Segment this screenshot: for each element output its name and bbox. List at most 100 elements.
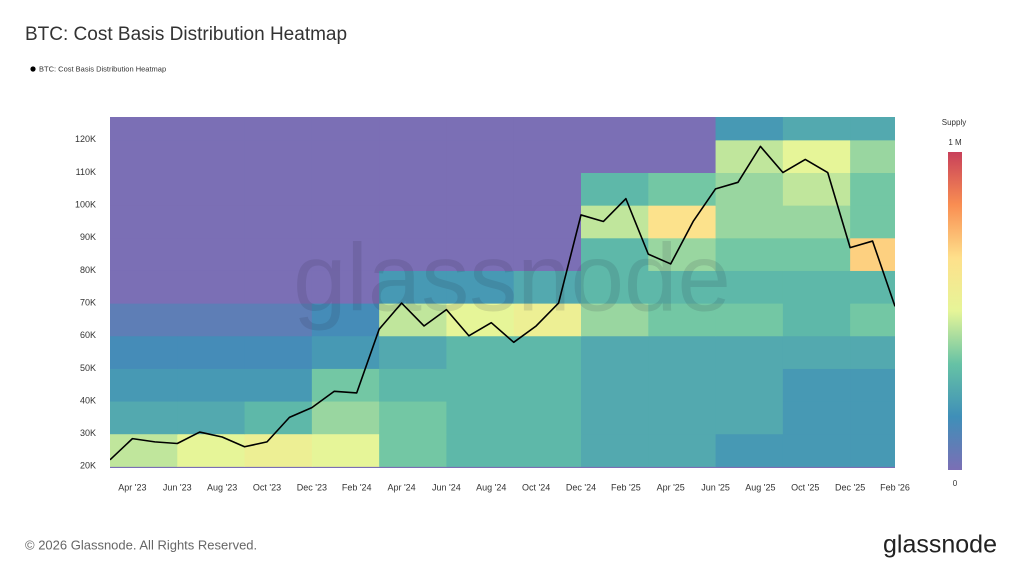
heat-cell [850,433,895,467]
legend-label: BTC: Cost Basis Distribution Heatmap [39,64,166,73]
heat-cell [110,368,178,402]
heat-cell [715,139,784,174]
heat-cell [715,401,784,435]
heat-cell [311,205,380,239]
heat-cell [177,368,246,402]
heat-cell [177,335,246,369]
heat-cell [513,139,582,174]
heat-cell [715,368,784,402]
heat-cell [782,117,851,141]
heat-cell [648,205,717,239]
colorbar [948,152,962,470]
y-tick-label: 40K [80,395,96,405]
heat-cell [715,303,784,337]
heat-cell [446,205,515,239]
heat-cell [110,237,178,271]
heat-cell [446,117,515,141]
heat-cell [715,172,784,206]
heat-cell [648,139,717,174]
watermark: glassnode [293,224,731,331]
heat-cell [177,303,246,337]
y-tick-label: 110K [76,167,96,177]
x-tick-label: Oct '25 [791,482,819,492]
y-tick-label: 80K [80,265,96,275]
heat-cell [581,139,649,174]
price-line [110,145,895,461]
x-tick-label: Feb '25 [611,482,641,492]
heat-cell [244,205,313,239]
heat-cell [446,237,515,271]
heat-cell [782,433,851,467]
colorbar-tick-label: 1 M [948,138,962,147]
x-tick-label: Aug '23 [207,482,237,492]
heat-cell [581,303,649,337]
heat-cell [244,172,313,206]
heat-cell [513,303,582,337]
heat-cell [177,172,246,206]
heat-cell [850,205,895,239]
heat-cell [513,172,582,206]
heat-cell [177,433,246,467]
heat-cell [177,205,246,239]
heat-cell [648,303,717,337]
heat-cell [513,270,582,304]
heat-cell [446,303,515,337]
x-tick-label: Dec '25 [835,482,865,492]
heat-cell [581,270,649,304]
heat-cell [311,303,380,337]
heat-cell [379,401,447,435]
heat-cell [311,433,380,467]
x-tick-label: Jun '25 [701,482,730,492]
x-tick-label: Aug '24 [476,482,506,492]
heat-cell [244,335,313,369]
heat-cell [379,237,447,271]
heat-cell [850,237,895,271]
x-tick-label: Feb '26 [880,482,910,492]
heat-cell [581,237,649,271]
copyright: © 2026 Glassnode. All Rights Reserved. [25,537,257,552]
heat-cell [850,303,895,337]
x-tick-label: Apr '23 [118,482,146,492]
heat-cell [648,433,717,467]
x-tick-label: Apr '25 [657,482,685,492]
heat-cell [715,237,784,271]
heat-cell [311,139,380,174]
y-tick-label: 100K [75,200,96,210]
heat-cell [311,270,380,304]
heat-cell [581,433,649,467]
chart-title: BTC: Cost Basis Distribution Heatmap [25,24,347,45]
x-tick-label: Dec '23 [297,482,327,492]
heat-cell [379,117,447,141]
heat-cell [311,401,380,435]
heat-cell [110,270,178,304]
heat-cell [244,433,313,467]
heat-cell [244,237,313,271]
heat-cell [379,303,447,337]
heat-cell [311,172,380,206]
heat-cell [782,401,851,435]
heat-cell [244,303,313,337]
heat-cell [513,335,582,369]
heat-cell [648,401,717,435]
heat-cell [379,139,447,174]
heat-cell [850,335,895,369]
heat-cell [850,117,895,141]
heat-cell [648,335,717,369]
x-tick-label: Feb '24 [342,482,372,492]
heat-cell [311,237,380,271]
y-tick-label: 70K [80,297,96,307]
heat-cell [177,401,246,435]
heat-cell [244,117,313,141]
heat-cell [446,368,515,402]
heat-cell [110,433,178,467]
heat-cell [379,433,447,467]
heat-cell [446,270,515,304]
heat-cell [379,205,447,239]
heat-cell [715,205,784,239]
heat-cell [177,270,246,304]
y-tick-label: 20K [80,461,96,471]
heat-cell [110,139,178,174]
y-tick-label: 120K [75,134,96,144]
heat-cell [782,270,851,304]
heat-cell [110,335,178,369]
